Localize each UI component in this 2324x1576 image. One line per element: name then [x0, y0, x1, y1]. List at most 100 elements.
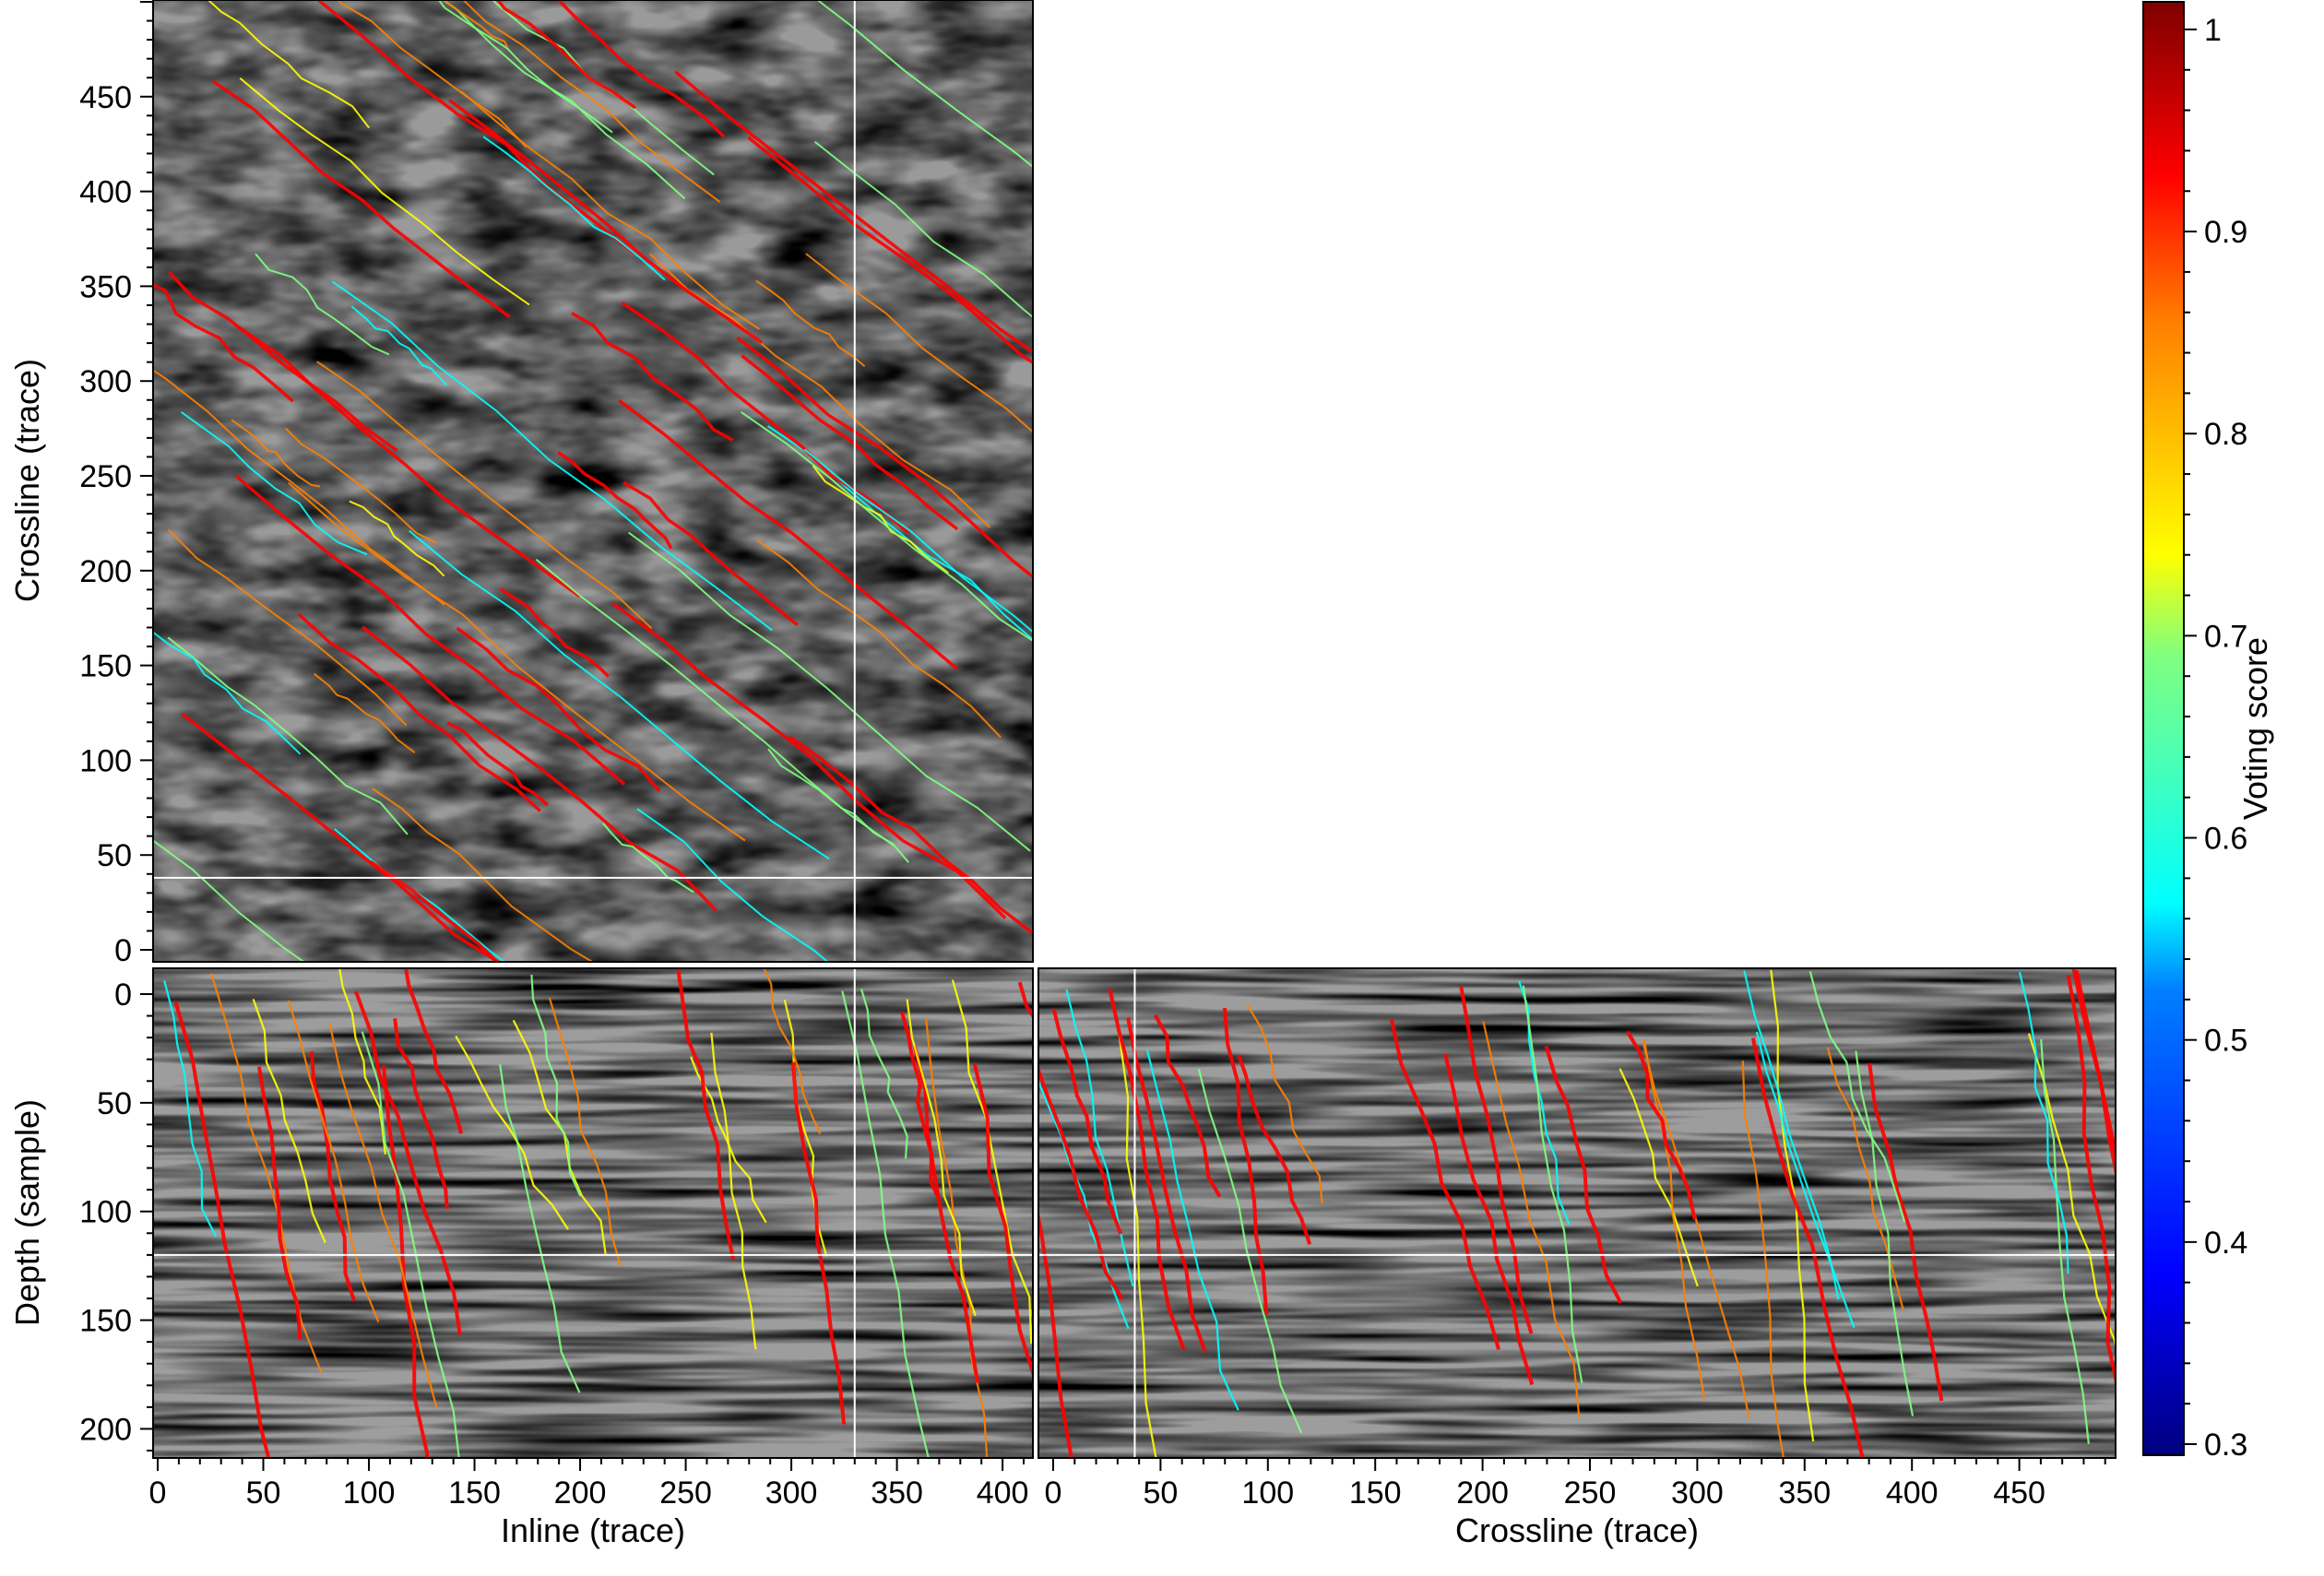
fault-trace	[557, 451, 673, 550]
fault-trace	[1051, 1009, 1123, 1235]
fault-trace	[153, 283, 294, 403]
fault-trace	[710, 1032, 757, 1350]
fault-trace	[1145, 1049, 1239, 1411]
fault-trace	[285, 427, 437, 544]
fault-trace	[181, 712, 502, 962]
time-slice-fault-traces	[153, 0, 1033, 962]
fault-trace	[747, 136, 1033, 365]
fault-trace	[446, 721, 549, 807]
fault-trace	[1750, 1037, 1865, 1458]
fault-trace	[482, 136, 666, 281]
fault-trace	[736, 336, 1033, 579]
fault-trace	[1108, 988, 1186, 1350]
fault-trace	[1237, 1054, 1312, 1246]
fault-trace	[2040, 1038, 2090, 1444]
fault-trace	[207, 0, 370, 129]
fault-trace	[636, 808, 829, 962]
fault-trace	[231, 419, 320, 488]
fault-trace	[336, 0, 528, 148]
fault-trace	[153, 839, 306, 962]
fault-trace	[763, 968, 822, 1135]
fault-trace	[812, 465, 949, 575]
fault-trace	[803, 448, 1033, 634]
x-tick-label: 250	[659, 1475, 712, 1511]
fault-trace	[906, 999, 977, 1317]
fault-trace	[1197, 1068, 1303, 1434]
fault-trace	[1153, 1013, 1222, 1198]
fault-trace	[621, 301, 909, 534]
fault-trace	[1522, 985, 1583, 1383]
fault-trace	[328, 1024, 438, 1408]
fault-trace	[369, 859, 499, 962]
crossline-section-x-axis-label: Crossline (trace)	[1455, 1511, 1699, 1549]
fault-trace	[1390, 1019, 1501, 1350]
fault-trace	[951, 979, 1033, 1345]
colorbar-tick-label: 0.7	[2204, 619, 2247, 654]
fault-trace	[442, 0, 509, 48]
y-tick-label: 400	[79, 175, 132, 210]
fault-trace	[180, 410, 368, 556]
fault-trace	[741, 354, 959, 531]
time-slice-panel: 0 50 100 150 200 250 300 350 400 450 Crossline (t…	[8, 0, 1034, 968]
fault-trace	[233, 323, 581, 598]
y-tick-label: 150	[79, 1304, 132, 1339]
fault-trace	[361, 1031, 460, 1458]
fault-trace	[601, 822, 694, 894]
colorbar-tick-label: 0.5	[2204, 1024, 2247, 1059]
inline-section-x-ticks: 0 50 100 150 200 250 300 350 400	[149, 1458, 1029, 1511]
fault-trace	[404, 968, 464, 1134]
colorbar-tick-label: 1	[2204, 13, 2222, 48]
fault-trace	[1459, 986, 1534, 1334]
fault-trace	[288, 481, 746, 842]
fault-trace	[255, 253, 390, 356]
fault-trace	[252, 999, 326, 1244]
y-tick-label: 350	[79, 269, 132, 304]
x-tick-label: 400	[977, 1475, 1029, 1511]
y-tick-label: 0	[114, 933, 132, 968]
fault-trace	[460, 90, 760, 330]
fault-trace	[1755, 1031, 1856, 1329]
fault-trace	[338, 968, 386, 1155]
time-slice-y-ticks: 0 50 100 150 200 250 300 350 400 450	[79, 1, 153, 968]
colorbar-label: Voting score	[2236, 637, 2274, 820]
y-tick-label: 300	[79, 364, 132, 399]
inline-section-seismic-texture	[153, 968, 1033, 1458]
fault-trace	[331, 280, 773, 632]
fault-trace	[1482, 1021, 1581, 1418]
fault-trace	[788, 735, 1033, 935]
crossline-section-fault-traces	[1038, 968, 2116, 1458]
colorbar-gradient	[2142, 1, 2185, 1456]
y-tick-label: 0	[114, 978, 132, 1013]
y-tick-label: 200	[79, 1412, 132, 1447]
fault-trace	[499, 587, 611, 678]
x-tick-label: 150	[1349, 1475, 1402, 1511]
x-tick-label: 300	[1671, 1475, 1724, 1511]
fault-trace	[1642, 1039, 1706, 1401]
fault-trace	[212, 79, 511, 319]
fault-trace	[611, 601, 1007, 919]
fault-trace	[1642, 1041, 1750, 1418]
x-tick-label: 150	[448, 1475, 501, 1511]
fault-trace	[741, 410, 1033, 642]
fault-trace	[2066, 975, 2116, 1387]
fault-trace	[755, 539, 1002, 739]
x-tick-label: 200	[1456, 1475, 1509, 1511]
fault-trace	[409, 529, 830, 860]
fault-trace	[530, 974, 582, 1197]
fault-trace	[790, 1061, 847, 1425]
colorbar-tick-label: 0.4	[2204, 1226, 2247, 1261]
fault-trace	[168, 270, 398, 453]
y-tick-label: 100	[79, 1195, 132, 1230]
fault-trace	[628, 531, 1031, 852]
y-tick-label: 100	[79, 743, 132, 778]
fault-trace	[499, 1063, 581, 1393]
fault-trace	[441, 0, 686, 200]
fault-trace	[288, 1000, 380, 1322]
y-tick-label: 250	[79, 459, 132, 494]
fault-trace	[649, 253, 991, 528]
fault-trace	[437, 0, 613, 134]
fault-trace	[1741, 1061, 1785, 1458]
inline-section-y-ticks: 0 50 100 150 200	[79, 978, 153, 1452]
x-tick-label: 300	[765, 1475, 818, 1511]
colorbar-tick-label: 0.6	[2204, 822, 2247, 857]
